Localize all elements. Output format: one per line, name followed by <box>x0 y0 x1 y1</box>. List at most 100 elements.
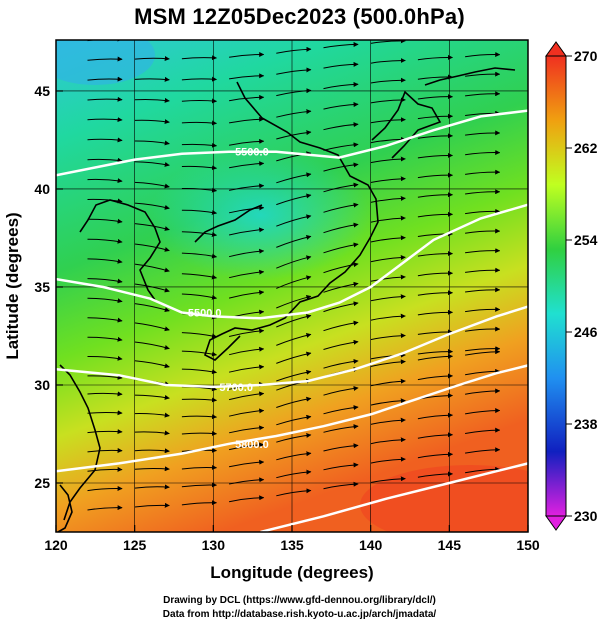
streamline-39 <box>228 425 265 434</box>
x-axis-label: Longitude (degrees) <box>210 563 373 582</box>
colorbar-tick-label-262: 262 <box>574 140 598 156</box>
streamline-11 <box>181 482 217 488</box>
streamline-182 <box>181 120 217 126</box>
streamline-18 <box>87 466 123 472</box>
streamline-185 <box>323 102 359 110</box>
streamline-94 <box>276 314 312 328</box>
streamline-115 <box>417 251 453 257</box>
streamline-82 <box>134 341 170 350</box>
streamline-33 <box>370 417 406 425</box>
streamline-188 <box>465 91 501 97</box>
streamline-171 <box>87 137 123 143</box>
streamline-189 <box>87 96 123 102</box>
contour-line-4 <box>260 462 528 532</box>
streamline-206 <box>465 51 501 58</box>
streamline-149 <box>323 182 359 193</box>
tick-label-lat-35: 35 <box>34 279 50 295</box>
streamline-110 <box>181 293 217 300</box>
streamline-50 <box>323 385 359 396</box>
streamline-148 <box>276 193 312 206</box>
streamline-212 <box>323 41 359 49</box>
streamline-204 <box>370 57 406 64</box>
streamline-104 <box>323 281 359 293</box>
colorbar-tick-label-238: 238 <box>574 416 598 432</box>
streamline-41 <box>323 405 359 415</box>
streamline-15 <box>370 456 406 464</box>
streamline-114 <box>370 254 406 263</box>
streamline-35 <box>465 408 501 415</box>
wind-streamlines <box>87 18 501 511</box>
streamline-25 <box>417 432 453 439</box>
streamline-28 <box>134 448 170 454</box>
streamline-91 <box>134 322 170 332</box>
streamline-117 <box>87 258 123 264</box>
streamline-85 <box>276 332 312 346</box>
tick-label-lon-125: 125 <box>123 537 147 553</box>
streamline-217 <box>164 40 170 41</box>
streamline-88 <box>417 309 453 316</box>
streamline-71 <box>465 346 501 352</box>
credit-data: Data from http://database.rish.kyoto-u.a… <box>162 609 437 620</box>
streamline-195 <box>370 77 406 84</box>
streamline-190 <box>134 97 170 103</box>
streamline-130 <box>276 234 312 248</box>
streamline-161 <box>465 149 501 156</box>
tick-label-lon-135: 135 <box>280 537 304 553</box>
streamline-156 <box>228 183 265 191</box>
streamline-105 <box>370 274 406 282</box>
map-title: MSM 12Z05Dec2023 (500.0hPa) <box>134 4 465 29</box>
streamline-174 <box>229 138 265 146</box>
streamline-164 <box>181 165 217 171</box>
streamline-34 <box>417 412 453 420</box>
streamline-197 <box>465 71 501 77</box>
streamline-30 <box>228 442 265 451</box>
warm-corner <box>360 465 528 532</box>
streamline-220 <box>276 29 311 32</box>
streamline-207 <box>87 56 123 62</box>
streamline-191 <box>181 98 217 104</box>
streamline-199 <box>134 76 170 82</box>
streamline-167 <box>323 142 359 151</box>
streamline-80 <box>465 326 501 332</box>
cold-core <box>150 150 370 280</box>
coastline-china <box>59 364 101 521</box>
streamline-99 <box>87 297 123 304</box>
streamline-157 <box>276 172 312 184</box>
streamline-123 <box>370 235 406 243</box>
streamline-201 <box>229 73 265 80</box>
streamline-54 <box>87 391 123 397</box>
streamline-134 <box>465 208 501 215</box>
colorbar-tick-label-246: 246 <box>574 324 598 340</box>
streamline-26 <box>465 427 501 434</box>
tick-label-lat-30: 30 <box>34 377 50 393</box>
streamline-223 <box>418 18 453 20</box>
streamline-159 <box>370 156 406 164</box>
streamline-37 <box>134 430 170 436</box>
streamline-9 <box>87 485 123 492</box>
streamline-133 <box>417 211 453 218</box>
streamline-158 <box>323 162 359 172</box>
streamline-75 <box>228 364 265 373</box>
streamline-95 <box>323 301 359 313</box>
streamline-205 <box>417 54 453 61</box>
streamline-211 <box>276 46 312 54</box>
streamline-118 <box>134 263 170 273</box>
streamline-12 <box>228 477 265 485</box>
tick-label-lat-40: 40 <box>34 181 50 197</box>
streamline-44 <box>465 388 501 395</box>
streamline-151 <box>417 172 453 179</box>
colorbar-scale <box>545 55 567 517</box>
streamline-60 <box>370 359 406 367</box>
colorbar-ticks: 270 262 254 246 238 230 <box>566 48 598 524</box>
credit-drawing: Drawing by DCL (https://www.gfd-dennou.o… <box>163 595 436 606</box>
streamline-87 <box>370 313 406 321</box>
streamline-61 <box>417 353 453 361</box>
streamline-143 <box>465 189 501 195</box>
y-axis-label: Latitude (degrees) <box>3 212 22 359</box>
streamline-31 <box>276 432 312 443</box>
streamline-113 <box>323 262 359 274</box>
streamline-222 <box>371 21 406 23</box>
colorbar-max-arrow <box>545 41 567 57</box>
streamline-47 <box>181 414 217 420</box>
streamline-198 <box>87 76 123 82</box>
